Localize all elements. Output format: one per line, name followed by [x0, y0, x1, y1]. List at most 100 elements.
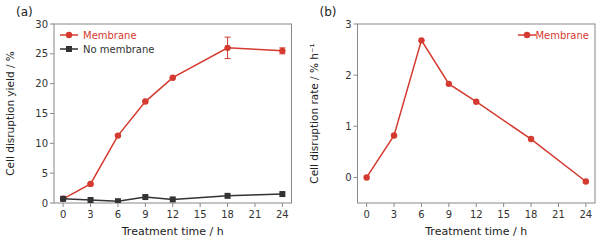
- x-tick-label: 18: [221, 209, 234, 220]
- y-tick: [354, 24, 358, 25]
- point: [115, 132, 121, 138]
- point: [583, 178, 589, 184]
- plot-frame: [54, 24, 292, 203]
- y-tick-label: 2: [345, 70, 351, 81]
- y-tick-label: 5: [42, 168, 48, 179]
- point: [60, 196, 66, 202]
- y-tick-label: 20: [35, 78, 48, 89]
- x-tick: [63, 203, 64, 207]
- point: [87, 181, 93, 187]
- point: [391, 132, 397, 138]
- x-tick-label: 9: [446, 209, 452, 220]
- x-tick: [503, 203, 504, 207]
- x-tick-label: 12: [470, 209, 483, 220]
- x-tick-label: 15: [194, 209, 207, 220]
- y-tick: [50, 113, 54, 114]
- x-tick-label: 0: [363, 209, 369, 220]
- error-cap: [225, 37, 231, 38]
- point: [528, 136, 534, 142]
- x-tick: [531, 203, 532, 207]
- point: [224, 45, 230, 51]
- point: [279, 48, 285, 54]
- error-bar: [225, 37, 231, 58]
- x-tick: [90, 203, 91, 207]
- y-tick: [50, 24, 54, 25]
- panel-title: (a): [16, 5, 33, 19]
- x-tick: [421, 203, 422, 207]
- point: [473, 99, 479, 105]
- panel: 036912151821240123Treatment time / hCell…: [308, 5, 596, 238]
- y-tick: [50, 143, 54, 144]
- point: [225, 193, 231, 199]
- x-tick-label: 21: [249, 209, 262, 220]
- x-tick: [366, 203, 367, 207]
- y-tick-label: 25: [35, 48, 48, 59]
- x-tick: [117, 203, 118, 207]
- point: [88, 197, 94, 203]
- x-tick-label: 6: [115, 209, 121, 220]
- x-tick-label: 15: [497, 209, 510, 220]
- panel: 03691215182124051015202530Treatment time…: [4, 5, 292, 238]
- legend-item: Membrane: [60, 30, 137, 41]
- series-line: [63, 48, 282, 199]
- point: [418, 37, 424, 43]
- y-tick: [354, 75, 358, 76]
- legend-swatch-marker: [66, 32, 72, 38]
- y-tick-label: 0: [345, 172, 351, 183]
- x-tick-label: 6: [418, 209, 424, 220]
- x-tick: [558, 203, 559, 207]
- x-tick: [585, 203, 586, 207]
- x-tick-label: 12: [166, 209, 179, 220]
- legend-item: No membrane: [60, 44, 155, 55]
- plot-area: [363, 37, 589, 185]
- plot-area: [60, 37, 286, 203]
- y-tick: [354, 177, 358, 178]
- legend-item: Membrane: [518, 30, 589, 41]
- x-tick-label: 24: [276, 209, 289, 220]
- x-tick: [227, 203, 228, 207]
- legend-swatch-marker: [66, 46, 72, 52]
- legend-label: Membrane: [535, 30, 589, 41]
- y-tick: [50, 203, 54, 204]
- x-tick-label: 3: [87, 209, 93, 220]
- y-tick: [50, 53, 54, 54]
- legend-label: Membrane: [83, 30, 137, 41]
- x-tick-label: 24: [579, 209, 592, 220]
- y-tick: [50, 173, 54, 174]
- x-tick: [200, 203, 201, 207]
- point: [60, 196, 66, 202]
- y-tick-label: 0: [42, 198, 48, 209]
- x-tick: [254, 203, 255, 207]
- point: [115, 198, 121, 203]
- x-tick-label: 9: [142, 209, 148, 220]
- x-axis-label: Treatment time / h: [424, 225, 527, 238]
- legend-swatch-marker: [524, 32, 530, 38]
- point: [446, 81, 452, 87]
- y-tick-label: 10: [35, 138, 48, 149]
- y-tick-label: 1: [345, 121, 351, 132]
- figure: 03691215182124051015202530Treatment time…: [0, 0, 607, 243]
- error-bar: [279, 48, 285, 54]
- legend-label: No membrane: [83, 44, 155, 55]
- plot-frame: [358, 24, 596, 203]
- x-axis-label: Treatment time / h: [121, 225, 224, 238]
- x-tick: [476, 203, 477, 207]
- x-tick-label: 3: [391, 209, 397, 220]
- x-tick: [394, 203, 395, 207]
- y-tick-label: 30: [35, 19, 48, 30]
- series-line: [367, 40, 586, 181]
- error-cap: [225, 58, 231, 59]
- x-tick: [172, 203, 173, 207]
- point: [363, 174, 369, 180]
- y-tick: [354, 126, 358, 127]
- point: [142, 98, 148, 104]
- legend: Membrane: [518, 30, 589, 41]
- x-tick: [282, 203, 283, 207]
- x-tick-label: 21: [552, 209, 565, 220]
- x-tick: [145, 203, 146, 207]
- x-tick: [448, 203, 449, 207]
- y-axis-label: Cell disruption yield / %: [4, 51, 16, 175]
- legend: Membrane No membrane: [60, 30, 155, 55]
- point: [170, 75, 176, 81]
- x-tick-label: 0: [60, 209, 66, 220]
